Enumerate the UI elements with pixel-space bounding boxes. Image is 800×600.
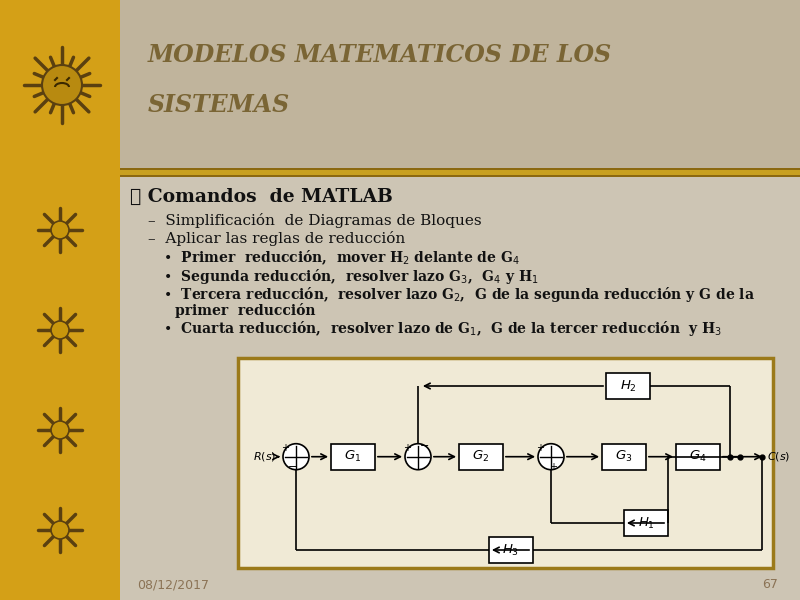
Text: SISTEMAS: SISTEMAS: [148, 93, 290, 117]
Circle shape: [51, 221, 69, 239]
Text: −: −: [288, 462, 298, 472]
Circle shape: [42, 65, 82, 105]
Text: 67: 67: [762, 578, 778, 592]
Circle shape: [283, 444, 309, 470]
FancyBboxPatch shape: [602, 444, 646, 470]
Text: $G_4$: $G_4$: [689, 449, 707, 464]
FancyBboxPatch shape: [676, 444, 720, 470]
Circle shape: [51, 421, 69, 439]
Text: MODELOS MATEMATICOS DE LOS: MODELOS MATEMATICOS DE LOS: [148, 43, 612, 67]
Text: $H_2$: $H_2$: [619, 379, 637, 394]
Text: −: −: [420, 440, 430, 451]
Circle shape: [51, 321, 69, 339]
FancyBboxPatch shape: [606, 373, 650, 399]
Polygon shape: [120, 168, 800, 177]
Text: •  Segunda reducción,  resolver lazo G$_3$,  G$_4$ y H$_1$: • Segunda reducción, resolver lazo G$_3$…: [163, 266, 538, 286]
Text: $G_1$: $G_1$: [344, 449, 362, 464]
Polygon shape: [120, 170, 800, 175]
Text: primer  reducción: primer reducción: [175, 302, 315, 317]
Text: ✸ Comandos  de MATLAB: ✸ Comandos de MATLAB: [130, 188, 393, 206]
Text: $C(s)$: $C(s)$: [767, 450, 790, 463]
Circle shape: [538, 444, 564, 470]
FancyBboxPatch shape: [238, 358, 773, 568]
Circle shape: [405, 444, 431, 470]
Polygon shape: [120, 0, 800, 168]
Text: +: +: [281, 443, 289, 452]
Text: •  Cuarta reducción,  resolver lazo de G$_1$,  G de la tercer reducción  y H$_3$: • Cuarta reducción, resolver lazo de G$_…: [163, 319, 722, 337]
Text: +: +: [403, 443, 411, 452]
Text: +: +: [536, 443, 544, 452]
Text: +: +: [549, 462, 557, 472]
Circle shape: [51, 521, 69, 539]
Text: $G_3$: $G_3$: [615, 449, 633, 464]
Text: $G_2$: $G_2$: [473, 449, 490, 464]
Text: $R(s)$: $R(s)$: [253, 450, 276, 463]
Polygon shape: [0, 0, 120, 600]
FancyBboxPatch shape: [459, 444, 503, 470]
Text: $H_3$: $H_3$: [502, 542, 519, 557]
Text: 08/12/2017: 08/12/2017: [137, 578, 209, 592]
Text: $H_1$: $H_1$: [638, 515, 654, 530]
Text: –  Aplicar las reglas de reducción: – Aplicar las reglas de reducción: [148, 230, 406, 245]
Text: •  Tercera reducción,  resolver lazo G$_2$,  G de la segunda reducción y G de la: • Tercera reducción, resolver lazo G$_2$…: [163, 284, 755, 304]
Text: •  Primer  reducción,  mover H$_2$ delante de G$_4$: • Primer reducción, mover H$_2$ delante …: [163, 249, 520, 267]
FancyBboxPatch shape: [489, 537, 533, 563]
FancyBboxPatch shape: [624, 510, 668, 536]
FancyBboxPatch shape: [331, 444, 375, 470]
Text: –  Simplificación  de Diagramas de Bloques: – Simplificación de Diagramas de Bloques: [148, 212, 482, 227]
